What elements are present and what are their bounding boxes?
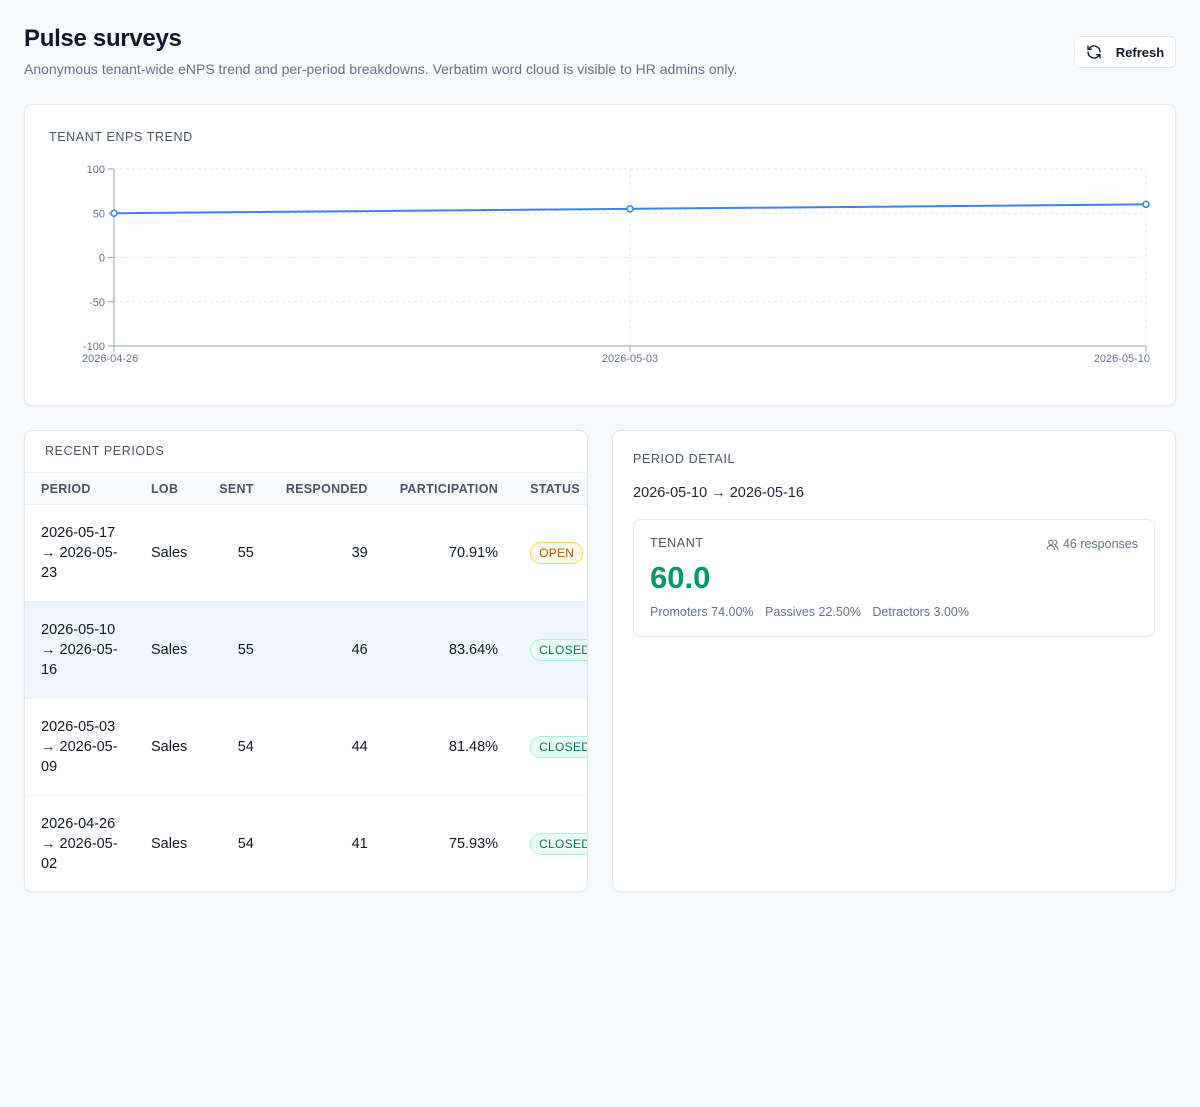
table-row[interactable]: 2026-05-17 → 2026-05-23 Sales 55 39 70.9… bbox=[25, 504, 587, 602]
data-point bbox=[110, 209, 118, 217]
col-lob[interactable]: LOB bbox=[151, 481, 179, 496]
y-tick-label: -50 bbox=[89, 297, 105, 309]
x-tick-label: 2026-05-03 bbox=[602, 353, 658, 365]
col-responded[interactable]: RESPONDED bbox=[285, 481, 368, 496]
responses-label: 46 responses bbox=[1062, 537, 1138, 551]
enps-score: 60.0 bbox=[650, 560, 711, 595]
sent-cell: 55 bbox=[203, 504, 270, 602]
tenant-score-box: TENANT 46 responses 60.0 Promoters 74.00… bbox=[633, 519, 1155, 637]
col-status[interactable]: STATUS bbox=[530, 481, 581, 496]
responded-cell: 44 bbox=[269, 698, 384, 796]
responded-cell: 39 bbox=[269, 504, 384, 602]
lob-cell: Sales bbox=[135, 795, 204, 891]
table-row-selected[interactable]: 2026-05-10 → 2026-05-16 Sales 55 46 83.6… bbox=[25, 601, 587, 699]
periods-table: PERIOD LOB SENT RESPONDED PARTICIPATION … bbox=[25, 472, 587, 891]
y-tick-label: 50 bbox=[93, 208, 105, 220]
y-tick-label: 0 bbox=[99, 253, 105, 265]
table-row[interactable]: 2026-04-26 → 2026-05-02 Sales 54 41 75.9… bbox=[25, 795, 587, 891]
table-header-row: PERIOD LOB SENT RESPONDED PARTICIPATION … bbox=[25, 472, 587, 505]
page-title: Pulse surveys bbox=[24, 25, 182, 52]
detractors-pct: Detractors 3.00% bbox=[872, 605, 969, 619]
page-header: Pulse surveys Anonymous tenant-wide eNPS… bbox=[24, 24, 1176, 84]
period-range: 2026-05-10 → 2026-05-16 bbox=[41, 622, 118, 678]
sent-cell: 54 bbox=[203, 698, 270, 796]
col-participation[interactable]: PARTICIPATION bbox=[399, 481, 499, 496]
refresh-button[interactable]: Refresh bbox=[1074, 36, 1176, 68]
period-range: 2026-05-17 → 2026-05-23 bbox=[41, 525, 118, 581]
responded-cell: 41 bbox=[269, 795, 384, 891]
page-subtitle: Anonymous tenant-wide eNPS trend and per… bbox=[24, 61, 738, 77]
data-point bbox=[626, 205, 634, 213]
x-tick-label: 2026-04-26 bbox=[82, 353, 138, 365]
tenant-label: TENANT bbox=[650, 536, 704, 550]
recent-periods-card: RECENT PERIODS PERIOD LOB SENT RESPONDED… bbox=[24, 430, 588, 892]
period-range: 2026-04-26 → 2026-05-02 bbox=[41, 816, 118, 873]
users-icon bbox=[1046, 539, 1059, 550]
participation-cell: 70.91% bbox=[383, 504, 515, 602]
participation-cell: 81.48% bbox=[383, 698, 515, 796]
passives-pct: Passives 22.50% bbox=[765, 605, 861, 619]
lob-cell: Sales bbox=[135, 601, 204, 699]
col-period[interactable]: PERIOD bbox=[41, 481, 91, 496]
lob-cell: Sales bbox=[135, 504, 204, 602]
data-point bbox=[1142, 200, 1150, 209]
sent-cell: 54 bbox=[203, 795, 270, 891]
trend-card-title: TENANT ENPS TREND bbox=[49, 130, 193, 144]
status-badge: CLOSED bbox=[530, 639, 587, 661]
promoters-pct: Promoters 74.00% bbox=[650, 605, 754, 619]
recent-periods-title: RECENT PERIODS bbox=[45, 444, 165, 458]
status-badge: OPEN bbox=[530, 542, 584, 564]
lob-cell: Sales bbox=[135, 698, 204, 796]
participation-cell: 75.93% bbox=[383, 795, 515, 891]
participation-cell: 83.64% bbox=[383, 601, 515, 699]
refresh-icon bbox=[1087, 45, 1101, 59]
table-row[interactable]: 2026-05-03 → 2026-05-09 Sales 54 44 81.4… bbox=[25, 698, 587, 796]
score-breakdown: Promoters 74.00% Passives 22.50% Detract… bbox=[650, 605, 977, 619]
col-sent[interactable]: SENT bbox=[219, 481, 254, 496]
period-detail-card: PERIOD DETAIL 2026-05-10 → 2026-05-16 TE… bbox=[612, 430, 1176, 892]
status-badge: CLOSED bbox=[530, 833, 587, 856]
y-tick-label: -100 bbox=[83, 341, 105, 353]
x-tick-label: 2026-05-10 bbox=[1094, 353, 1150, 365]
sent-cell: 55 bbox=[203, 601, 270, 699]
y-tick-label: 100 bbox=[87, 164, 105, 176]
trend-card: TENANT ENPS TREND 100 50 0 -50 -100 2026-04-2… bbox=[24, 104, 1176, 406]
detail-period-range: 2026-05-10 → 2026-05-16 bbox=[633, 485, 804, 501]
responded-cell: 46 bbox=[269, 601, 384, 699]
refresh-label: Refresh bbox=[1115, 44, 1165, 60]
status-badge: CLOSED bbox=[530, 736, 587, 758]
responses-count: 46 responses bbox=[1046, 537, 1138, 551]
period-range: 2026-05-03 → 2026-05-09 bbox=[41, 719, 118, 775]
period-detail-title: PERIOD DETAIL bbox=[633, 452, 736, 466]
